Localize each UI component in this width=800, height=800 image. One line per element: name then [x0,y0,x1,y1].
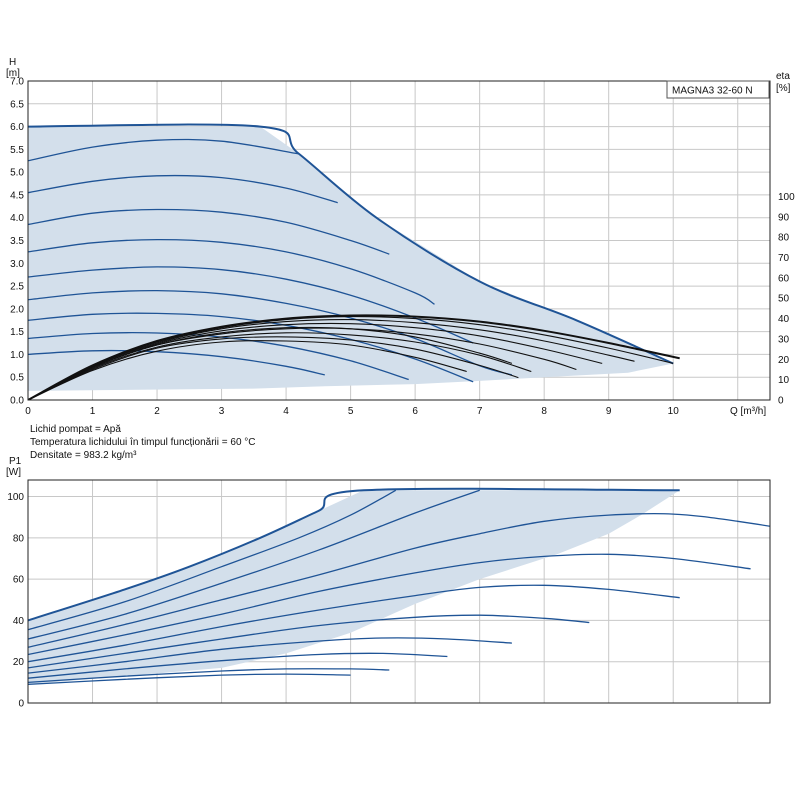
fluid-note: Temperatura lichidului în timpul funcțio… [30,437,256,448]
head-y-ticks: 0.0 0.5 1.0 1.5 2.0 2.5 3.0 3.5 4.0 4.5 5.0 5.5 6.0 6… [10,77,24,407]
head-efficiency-curve [28,336,519,400]
head-y2-tick-label: 40 [778,314,790,325]
head-curve [28,349,325,376]
head-x-tick-label: 10 [668,406,680,417]
model-label: MAGNA3 32-60 N [672,86,753,97]
head-panel: 01020304050607080901000.00.51.01.52.02.5… [6,57,795,417]
head-x-tick-label: 5 [348,406,354,417]
model-label-box: MAGNA3 32-60 N [666,80,770,99]
power-y-tick-label: 80 [13,533,25,544]
head-x-ticks: 0 1 2 3 4 5 6 7 8 9 10 [25,406,679,417]
power-y-tick-label: 40 [13,616,25,627]
power-y-ticks: 0 20 40 60 80 100 [7,492,24,709]
head-curve [28,208,390,255]
power-ylabel-unit: [W] [6,467,21,478]
head-y-tick-label: 0.0 [10,396,24,407]
power-curve [28,489,480,640]
power-curve [28,487,680,622]
power-curve [28,553,751,656]
head-y-tick-label: 1.0 [10,350,24,361]
head-efficiency-curve [28,314,680,400]
head-y-tick-label: 2.0 [10,304,24,315]
head-x-tick-label: 4 [283,406,289,417]
head-y2-tick-label: 100 [778,192,795,203]
head-x-tick-label: 7 [477,406,483,417]
head-y2-tick-label: 80 [778,233,790,244]
head-curve [28,238,435,305]
head-curves [28,123,680,400]
head-y2-tick-label: 30 [778,334,790,345]
head-efficiency-curve [28,326,513,400]
power-curve [28,652,448,679]
head-y-tick-label: 2.5 [10,282,24,293]
head-y-tick-label: 3.5 [10,236,24,247]
head-y-tick-label: 6.5 [10,99,24,110]
power-frame [27,479,771,704]
head-y2-tick-label: 50 [778,294,790,305]
head-y-tick-label: 5.0 [10,168,24,179]
head-curve [28,289,513,376]
head-y-tick-label: 6.0 [10,122,24,133]
head-efficiency-curve [28,319,635,400]
head-y-tick-label: 4.5 [10,190,24,201]
head-curve [28,266,474,344]
power-y-tick-label: 100 [7,492,24,503]
head-y2-tick-label: 10 [778,375,790,386]
head-y2label: eta [776,71,790,82]
head-x-tick-label: 0 [25,406,31,417]
head-efficiency-curve [28,332,532,400]
head-y2-tick-label: 0 [778,396,784,407]
head-x-tick-label: 6 [412,406,418,417]
head-curve [28,174,338,204]
head-curve [28,123,674,365]
power-curve [28,668,390,684]
head-y-tick-label: 3.0 [10,259,24,270]
head-y2-tick-label: 20 [778,355,790,366]
model-label-frame [666,80,770,99]
power-y-tick-label: 20 [13,657,25,668]
head-efficiency-curve [28,340,467,400]
fluid-notes: Lichid pompat = Apă Temperatura lichidulu… [30,424,256,461]
head-frame [27,80,771,401]
head-ylabel: H [9,57,16,68]
power-y-tick-label: 0 [18,699,24,710]
head-x-tick-label: 8 [541,406,547,417]
head-xlabel: Q [m³/h] [730,406,766,417]
power-panel: 0 20 40 60 80 100 P1[W] [6,456,771,710]
head-y2-ticks: 0 10 20 30 40 50 60 70 80 90 100 [778,192,795,407]
power-y-tick-label: 60 [13,575,25,586]
head-y2-tick-label: 90 [778,212,790,223]
head-y-tick-label: 7.0 [10,77,24,88]
power-curve [28,584,680,663]
head-y2-tick-label: 60 [778,273,790,284]
head-y-tick-label: 0.5 [10,373,24,384]
power-ylabel: P1 [9,456,22,467]
fluid-note: Densitate = 983.2 kg/m³ [30,450,137,461]
head-y-tick-label: 1.5 [10,327,24,338]
fluid-note: Lichid pompat = Apă [30,424,121,435]
head-y2-tick-label: 70 [778,253,790,264]
head-y2label-unit: [%] [776,83,791,94]
head-x-tick-label: 2 [154,406,160,417]
power-curve [28,489,397,631]
head-ylabel-unit: [m] [6,68,20,79]
power-curve [28,673,351,686]
head-x-tick-label: 1 [90,406,96,417]
power-curve [28,637,512,674]
power-curve [28,614,590,669]
power-curves [28,487,770,686]
power-curve [28,512,770,648]
head-y-tick-label: 5.5 [10,145,24,156]
head-x-tick-label: 9 [606,406,612,417]
power-envelope-area [28,490,680,685]
head-x-tick-label: 3 [219,406,225,417]
head-y-tick-label: 4.0 [10,213,24,224]
head-curve [28,138,300,162]
